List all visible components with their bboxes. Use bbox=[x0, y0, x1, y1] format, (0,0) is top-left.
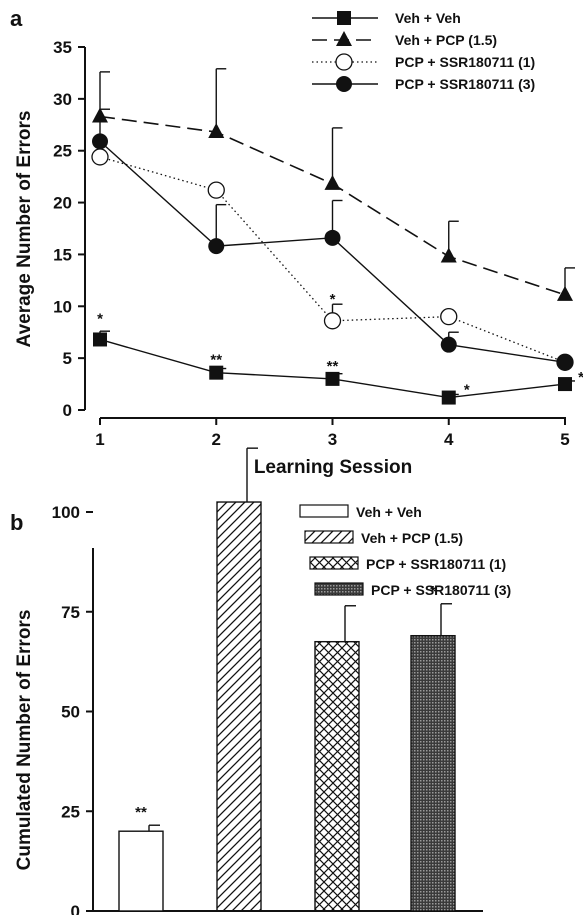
panel-b-legend: Veh + Veh Veh + PCP (1.5) PCP + SSR180711 … bbox=[299, 504, 511, 598]
panel-b-bar-group-1 bbox=[216, 447, 262, 912]
panel-a-point-2-1 bbox=[207, 181, 225, 199]
panel-b-legend-label-2: PCP + SSR180711 (1) bbox=[366, 556, 506, 572]
panel-a-point-1-1 bbox=[208, 123, 225, 139]
panel-a-legend: Veh + Veh Veh + PCP (1.5) PCP + SSR180711 … bbox=[312, 10, 535, 92]
panel-a-point-0-0 bbox=[93, 332, 107, 347]
panel-b-bars: **** bbox=[118, 447, 456, 912]
panel-a-significance-0-3: * bbox=[464, 382, 470, 399]
panel-a-y-tick-label-0: 0 bbox=[63, 401, 72, 420]
panel-a-legend-entry-3: PCP + SSR180711 (3) bbox=[312, 76, 535, 92]
panel-a-series-0: ******* bbox=[93, 310, 583, 405]
panel-a-significance-2-2: * bbox=[330, 291, 336, 308]
panel-a-series-2: * bbox=[91, 108, 574, 371]
panel-a-point-1-3 bbox=[440, 247, 457, 263]
panel-a-point-0-2 bbox=[325, 371, 340, 386]
panel-a-y-tick-label-2: 10 bbox=[53, 297, 72, 316]
panel-b-y-tick-label-2: 50 bbox=[61, 703, 80, 722]
panel-b-bar-3 bbox=[410, 634, 456, 912]
panel-a-legend-marker-0 bbox=[337, 11, 351, 25]
panel-a-x-ticks: 1 2 3 4 5 bbox=[95, 418, 570, 449]
panel-b-legend-swatch-1 bbox=[304, 530, 354, 544]
panel-a-y-tick-label-3: 15 bbox=[53, 245, 72, 264]
panel-b-bar-2 bbox=[314, 640, 360, 912]
panel-a-y-tick-label-7: 35 bbox=[53, 38, 72, 57]
panel-a-point-0-3 bbox=[441, 390, 456, 405]
panel-a-legend-marker-1 bbox=[336, 31, 352, 46]
panel-a-legend-label-0: Veh + Veh bbox=[395, 10, 461, 26]
panel-a-y-tick-label-5: 25 bbox=[53, 142, 72, 161]
panel-a-point-2-0 bbox=[91, 148, 109, 166]
panel-a-series: ******** bbox=[91, 68, 583, 405]
panel-a-legend-marker-3 bbox=[336, 76, 352, 92]
panel-a-y-axis-title: Average Number of Errors bbox=[14, 111, 35, 348]
panel-a-y-tick-label-6: 30 bbox=[53, 90, 72, 109]
panel-a-legend-entry-0: Veh + Veh bbox=[312, 10, 461, 26]
panel-b-legend-entry-3: PCP + SSR180711 (3) bbox=[314, 582, 511, 598]
panel-b-significance-0: ** bbox=[135, 804, 147, 821]
panel-a-legend-label-2: PCP + SSR180711 (1) bbox=[395, 54, 535, 70]
panel-a-x-tick-label-2: 3 bbox=[328, 430, 337, 449]
panel-a-legend-marker-2 bbox=[335, 53, 353, 71]
panel-a-point-2-2 bbox=[323, 312, 342, 330]
panel-a-point-0-4 bbox=[558, 377, 572, 392]
panel-b-y-tick-label-1: 25 bbox=[61, 802, 80, 821]
panel-a-legend-entry-1: Veh + PCP (1.5) bbox=[312, 31, 497, 48]
panel-b-legend-swatch-0 bbox=[299, 504, 349, 518]
panel-a-point-3-0 bbox=[92, 133, 108, 150]
panel-a-point-3-2 bbox=[324, 229, 341, 246]
panel-b-bar-group-0: ** bbox=[118, 804, 164, 912]
panel-a-y-tick-label-1: 5 bbox=[63, 349, 72, 368]
panel-a-x-tick-label-0: 1 bbox=[95, 430, 104, 449]
panel-b-y-axis-title: Cumulated Number of Errors bbox=[14, 610, 35, 871]
panel-a-significance-0-2: ** bbox=[327, 358, 339, 375]
panel-a-y-ticks: 0 5 10 15 20 25 30 35 bbox=[53, 38, 85, 420]
panel-b-y-tick-label-4: 100 bbox=[52, 503, 80, 522]
panel-a-point-0-1 bbox=[209, 365, 224, 380]
panel-b-letter: b bbox=[10, 510, 23, 535]
panel-a-y-tick-label-4: 20 bbox=[53, 194, 72, 213]
panel-b-bar-group-2: * bbox=[314, 585, 360, 912]
panel-a-significance-0-4: * bbox=[578, 369, 583, 386]
panel-b-legend-swatch-2 bbox=[309, 556, 359, 570]
panel-a-x-tick-label-1: 2 bbox=[212, 430, 221, 449]
panel-b-significance-3: * bbox=[430, 583, 436, 600]
panel-a-legend-entry-2: PCP + SSR180711 (1) bbox=[312, 53, 535, 71]
panel-a-point-1-4 bbox=[557, 285, 573, 301]
panel-b-legend-label-1: Veh + PCP (1.5) bbox=[361, 530, 463, 546]
panel-a-point-3-4 bbox=[557, 354, 573, 371]
panel-a-legend-label-1: Veh + PCP (1.5) bbox=[395, 32, 497, 48]
panel-b-legend-entry-1: Veh + PCP (1.5) bbox=[304, 530, 463, 546]
panel-b-legend-swatch-3 bbox=[314, 582, 364, 596]
panel-b-y-tick-label-0: 0 bbox=[71, 902, 80, 915]
panel-b-bar-1 bbox=[216, 501, 262, 912]
panel-a-x-tick-label-3: 4 bbox=[444, 430, 454, 449]
panel-b-legend-entry-0: Veh + Veh bbox=[299, 504, 422, 520]
panel-b-legend-entry-2: PCP + SSR180711 (1) bbox=[309, 556, 506, 572]
panel-a-series-1 bbox=[92, 68, 575, 301]
panel-a-x-axis-title: Learning Session bbox=[254, 457, 412, 478]
panel-a-point-3-1 bbox=[208, 238, 225, 255]
panel-a-point-1-2 bbox=[324, 174, 341, 190]
panel-b-legend-label-3: PCP + SSR180711 (3) bbox=[371, 582, 511, 598]
panel-a-line-chart: a 0 5 10 15 20 25 30 35 1 2 3 4 5 Average Number of… bbox=[10, 6, 583, 478]
panel-a-significance-0-1: ** bbox=[210, 352, 222, 369]
panel-b-bar-group-3: * bbox=[410, 583, 456, 912]
panel-a-point-2-3 bbox=[440, 308, 458, 326]
panel-b-legend-label-0: Veh + Veh bbox=[356, 504, 422, 520]
panel-a-series-3 bbox=[92, 133, 573, 371]
panel-b-y-tick-label-3: 75 bbox=[61, 603, 80, 622]
panel-a-letter: a bbox=[10, 6, 23, 31]
panel-b-bar-0 bbox=[118, 830, 164, 912]
panel-a-x-tick-label-4: 5 bbox=[560, 430, 569, 449]
panel-b-y-ticks: 0 25 50 75 100 bbox=[52, 503, 93, 915]
panel-a-legend-label-3: PCP + SSR180711 (3) bbox=[395, 76, 535, 92]
panel-a-point-3-3 bbox=[440, 336, 457, 353]
panel-a-significance-0-0: * bbox=[97, 310, 103, 327]
